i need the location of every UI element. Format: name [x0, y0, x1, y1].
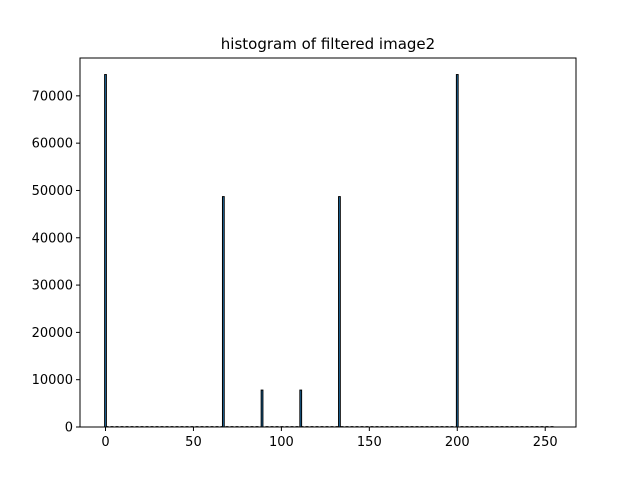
y-tick-label: 20000 — [32, 326, 73, 341]
histogram-bar — [221, 196, 225, 428]
y-tick-label: 50000 — [32, 184, 73, 199]
bars-layer — [104, 74, 555, 428]
x-tick-label: 0 — [101, 435, 109, 450]
x-tick-label: 100 — [269, 435, 294, 450]
histogram-bar — [260, 389, 264, 428]
histogram-bar — [455, 74, 459, 428]
chart-title: histogram of filtered image2 — [221, 35, 435, 53]
x-tick-label: 50 — [185, 435, 202, 450]
x-tick-label: 250 — [533, 435, 558, 450]
y-tick-label: 30000 — [32, 279, 73, 294]
y-tick-label: 0 — [65, 421, 73, 436]
y-tick-label: 40000 — [32, 231, 73, 246]
plot-frame — [79, 57, 577, 428]
x-axis: 0 50 100 150 200 250 — [101, 427, 558, 450]
histogram-bar — [338, 196, 341, 428]
y-tick-label: 10000 — [32, 373, 73, 388]
x-tick-label: 150 — [357, 435, 382, 450]
histogram-bar — [104, 74, 107, 428]
y-axis: 0 10000 20000 30000 40000 50000 60000 70000 — [32, 89, 80, 436]
x-tick-label: 200 — [445, 435, 470, 450]
y-tick-label: 70000 — [32, 89, 73, 104]
histogram-bar — [299, 389, 303, 428]
y-tick-label: 60000 — [32, 137, 73, 152]
